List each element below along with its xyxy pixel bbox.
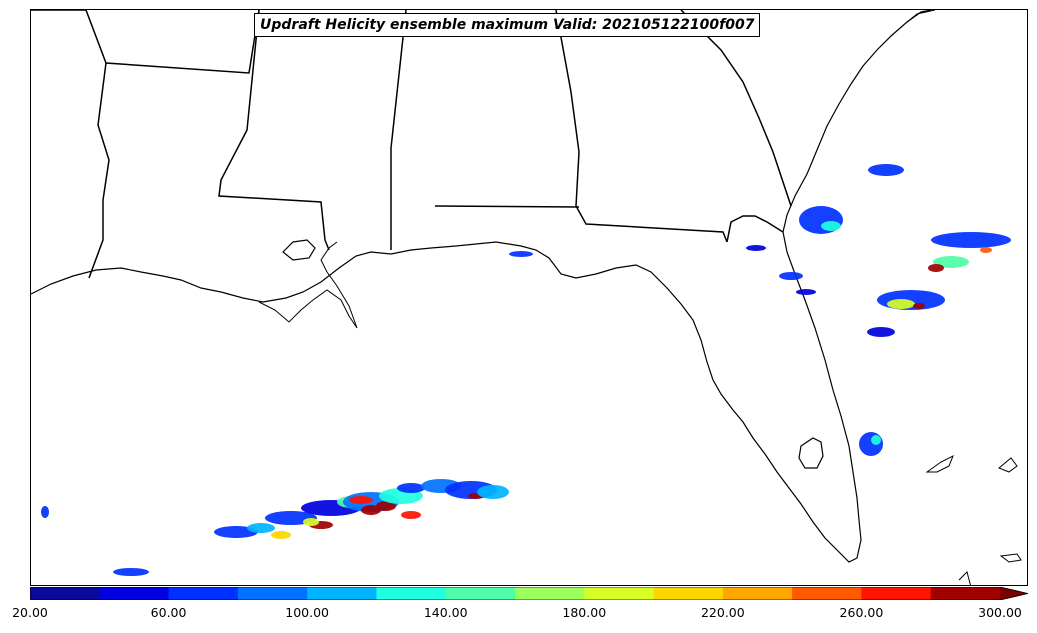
colorbar-segment: [307, 587, 377, 600]
colorbar-outline: [30, 587, 1028, 600]
colorbar-segment: [168, 587, 239, 600]
map-canvas: [31, 10, 1022, 585]
colorbar-segment: [99, 587, 170, 600]
helicity-swath: [887, 299, 915, 309]
helicity-swath: [509, 251, 533, 257]
island: [925, 454, 954, 473]
state-border-la-tx: [88, 62, 110, 279]
state-border-ms-la: [218, 10, 330, 251]
colorbar-tick-label: 220.00: [700, 605, 745, 620]
colorbar-segment: [792, 587, 862, 600]
state-border-al-ga: [555, 10, 728, 243]
state-border-al-fl: [434, 205, 580, 208]
helicity-swath: [349, 496, 373, 504]
colorbar-segment: [722, 587, 793, 600]
colorbar-tick-label: 140.00: [423, 605, 468, 620]
colorbar-segment: [930, 587, 1001, 600]
lake-pontchartrain: [282, 239, 316, 261]
helicity-swath: [361, 505, 381, 515]
map-panel: [30, 9, 1028, 586]
helicity-swath: [868, 164, 904, 176]
colorbar-segment: [653, 587, 724, 600]
colorbar-segment: [584, 587, 655, 600]
helicity-swath: [303, 518, 319, 526]
helicity-swath: [931, 232, 1011, 248]
island: [999, 553, 1022, 563]
helicity-swath: [746, 245, 766, 251]
helicity-swath: [871, 435, 881, 445]
helicity-swath: [859, 432, 883, 456]
helicity-swath: [796, 289, 816, 295]
helicity-swath: [928, 264, 944, 272]
island: [998, 457, 1018, 473]
helicity-swath: [980, 247, 992, 253]
helicity-swath: [821, 221, 841, 231]
helicity-swath: [247, 523, 275, 533]
lake-okeechobee: [798, 437, 824, 469]
helicity-swath: [113, 568, 149, 576]
colorbar-tick-label: 300.00: [978, 605, 1022, 620]
colorbar-tick-label: 60.00: [150, 605, 187, 620]
colorbar-tick-label: 100.00: [285, 605, 330, 620]
helicity-swath: [397, 483, 425, 493]
state-border-ga-sc: [680, 10, 792, 207]
colorbar-tick-label: 20.00: [12, 605, 48, 620]
helicity-swath: [779, 272, 803, 280]
helicity-swath: [214, 526, 258, 538]
helicity-swath: [867, 327, 895, 337]
atlantic-coast: [906, 10, 936, 23]
colorbar-segment: [376, 587, 447, 600]
helicity-swath: [41, 506, 49, 518]
colorbar: [30, 587, 1028, 600]
state-border-ms-al: [390, 10, 407, 250]
colorbar-segment: [30, 587, 100, 600]
helicity-swath: [933, 256, 969, 268]
colorbar-tick-label: 180.00: [562, 605, 607, 620]
helicity-swath: [376, 501, 396, 511]
delta-coast: [258, 241, 358, 329]
helicity-swath: [271, 531, 291, 539]
helicity-swath: [913, 303, 925, 309]
island: [958, 571, 971, 585]
helicity-swaths: [41, 164, 1011, 576]
colorbar-segment: [237, 587, 308, 600]
helicity-swath: [477, 485, 509, 499]
coastline: [31, 10, 932, 563]
colorbar-segment: [861, 587, 932, 600]
colorbar-extend-arrow: [1000, 587, 1028, 600]
helicity-swath: [401, 511, 421, 519]
state-border-ga-fl: [726, 215, 784, 243]
colorbar-segment: [515, 587, 585, 600]
colorbar-tick-label: 260.00: [839, 605, 884, 620]
map-title: Updraft Helicity ensemble maximum Valid:…: [254, 13, 761, 37]
colorbar-segment: [445, 587, 516, 600]
state-border-ar-la: [31, 10, 260, 74]
